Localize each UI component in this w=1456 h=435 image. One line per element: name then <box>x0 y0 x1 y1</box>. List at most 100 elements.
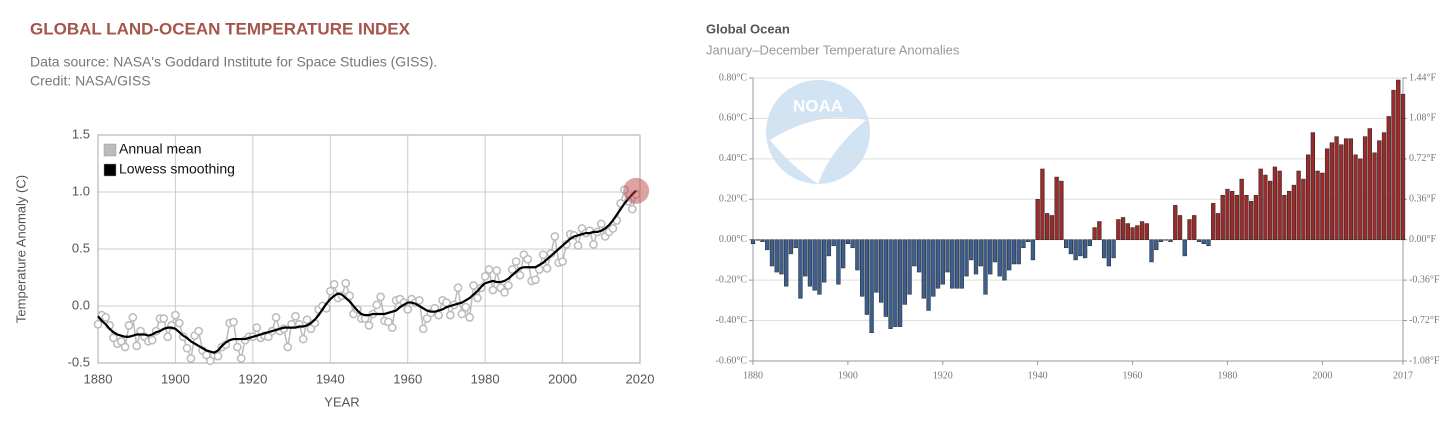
data-point <box>124 321 134 330</box>
bar <box>1011 239 1017 265</box>
bar <box>1348 138 1353 240</box>
y-tick-label: 1.0 <box>72 183 90 198</box>
data-point <box>515 270 525 280</box>
bar <box>1305 154 1311 240</box>
data-point <box>531 275 540 285</box>
left-subtitle: Data source: NASA's Goddard Institute fo… <box>30 54 437 70</box>
x-tick-label: 1900 <box>161 371 190 386</box>
bar <box>1192 215 1197 240</box>
bar <box>1040 168 1045 240</box>
bar <box>992 239 998 263</box>
x-tick-label: 1980 <box>471 371 500 386</box>
bar <box>1130 227 1135 240</box>
bar <box>945 239 950 273</box>
data-point <box>484 265 494 274</box>
bar <box>921 239 926 299</box>
bar <box>1258 168 1263 240</box>
data-point <box>128 313 138 322</box>
bar <box>1182 239 1187 257</box>
data-point <box>465 313 475 322</box>
logo-wave <box>770 117 866 184</box>
bar <box>1391 89 1396 240</box>
bar <box>841 239 846 269</box>
bar <box>931 239 936 297</box>
data-point <box>236 354 246 363</box>
bar <box>1087 239 1092 247</box>
bar <box>1353 154 1358 240</box>
data-point <box>120 342 130 352</box>
bar <box>1400 93 1406 240</box>
y2-tick-label: -0.72°F <box>1409 315 1440 326</box>
bar <box>1386 116 1391 240</box>
data-point <box>473 293 482 303</box>
bar <box>859 239 865 297</box>
bar <box>983 239 988 295</box>
bar <box>902 239 907 305</box>
bar <box>1206 239 1211 247</box>
bar <box>1244 194 1249 240</box>
data-point <box>589 240 598 249</box>
bar <box>803 239 808 277</box>
data-point <box>627 204 637 214</box>
bar <box>926 239 931 311</box>
bar <box>1367 128 1372 240</box>
noaa-logo: NOAA <box>766 80 870 184</box>
y-tick-label: 0.5 <box>72 240 90 255</box>
logo-circle <box>766 80 870 184</box>
data-point <box>341 278 351 288</box>
bar <box>836 239 841 285</box>
x-tick-label: 1880 <box>84 371 113 386</box>
x-tick-label: 1880 <box>743 370 763 381</box>
legend-label: Annual mean <box>119 141 202 157</box>
y-tick-label: -0.5 <box>68 354 90 369</box>
data-point <box>457 309 467 319</box>
bar <box>845 239 851 245</box>
bar <box>912 239 917 267</box>
bar <box>1016 239 1021 265</box>
data-point <box>229 317 238 327</box>
bar <box>1372 152 1377 240</box>
data-point <box>364 321 374 330</box>
bar <box>1225 188 1230 240</box>
data-point <box>233 342 242 352</box>
right-title: Global Ocean <box>706 21 790 36</box>
bar <box>1097 221 1102 240</box>
data-point <box>500 287 509 297</box>
bar <box>897 239 903 327</box>
data-point <box>159 314 169 323</box>
x-tick-label: 2020 <box>626 371 655 386</box>
data-point <box>573 241 583 250</box>
bar <box>864 239 870 315</box>
data-point <box>387 323 397 333</box>
y-axis-label: Temperature Anomaly (C) <box>13 175 28 323</box>
bar <box>907 239 912 295</box>
bar <box>978 239 983 267</box>
data-point <box>205 356 215 366</box>
data-point <box>171 310 180 320</box>
bar <box>755 239 760 241</box>
bar <box>916 239 922 273</box>
bar <box>1268 180 1273 240</box>
y-tick-label: -0.20°C <box>716 274 748 285</box>
bar <box>1154 239 1159 251</box>
data-point <box>558 257 567 266</box>
bar <box>1111 239 1116 259</box>
bar <box>1082 239 1088 259</box>
bar <box>1064 239 1069 249</box>
data-point <box>271 313 281 322</box>
bar <box>1120 217 1126 240</box>
data-point <box>93 319 103 329</box>
bar <box>769 239 775 267</box>
data-point <box>492 266 502 276</box>
x-axis-label: YEAR <box>324 394 359 409</box>
bar <box>1377 140 1382 240</box>
y-tick-label: -0.60°C <box>716 355 748 366</box>
bar <box>1030 239 1036 261</box>
data-point <box>147 335 157 345</box>
bar <box>1211 203 1216 240</box>
bar <box>1026 239 1031 242</box>
y-tick-label: -0.40°C <box>716 315 748 326</box>
data-point <box>596 219 606 229</box>
highlight-point <box>623 177 650 204</box>
